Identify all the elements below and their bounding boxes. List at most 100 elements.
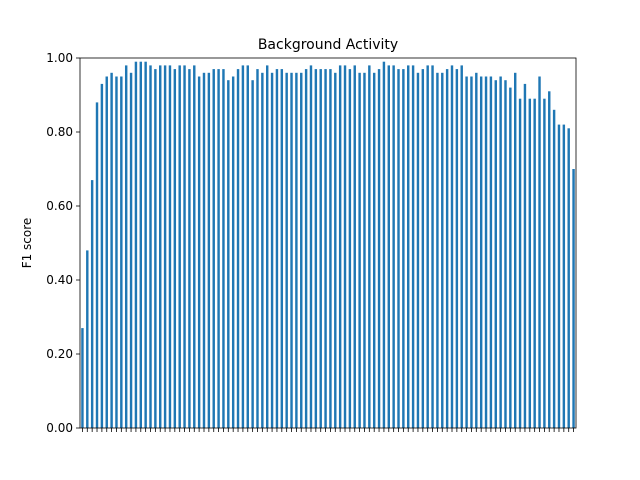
bar	[533, 98, 536, 428]
bar	[202, 72, 206, 429]
bar	[557, 124, 561, 428]
bar	[100, 83, 104, 429]
bar	[124, 65, 128, 429]
bar	[489, 76, 493, 428]
bar	[285, 72, 288, 429]
bar	[256, 69, 259, 428]
bar	[353, 65, 356, 429]
y-tick-label: 0.20	[46, 347, 73, 361]
bar	[270, 72, 274, 429]
bar	[222, 69, 225, 428]
bar	[300, 72, 303, 429]
bar	[295, 72, 298, 429]
bar	[120, 76, 123, 428]
y-axis-label: F1 score	[20, 218, 34, 269]
bar	[139, 61, 142, 428]
bar	[115, 76, 118, 428]
bar	[246, 65, 249, 429]
bar	[445, 69, 449, 428]
y-tick-label: 0.60	[46, 199, 73, 213]
bar	[304, 69, 308, 428]
bar	[411, 65, 415, 429]
chart-title: Background Activity	[258, 37, 398, 53]
bar	[217, 69, 220, 428]
bar	[154, 69, 157, 428]
bar	[266, 65, 269, 429]
bar	[494, 80, 497, 428]
bar	[431, 65, 434, 429]
bar	[397, 69, 400, 428]
bar	[407, 65, 410, 429]
bar	[543, 98, 546, 428]
y-tick-label: 0.40	[46, 273, 73, 287]
bar	[324, 69, 327, 428]
bar	[460, 65, 463, 429]
bar	[183, 65, 186, 429]
bar	[159, 65, 162, 429]
bar	[499, 76, 502, 428]
bar	[392, 65, 395, 429]
bar	[436, 72, 439, 429]
bar	[548, 91, 551, 429]
bar	[552, 109, 556, 429]
bars-group	[81, 61, 575, 429]
bar	[348, 69, 352, 428]
bar	[261, 72, 264, 429]
bar	[86, 250, 89, 428]
plot-frame	[79, 57, 577, 429]
bar	[144, 61, 147, 428]
bar	[465, 76, 468, 428]
bar	[538, 76, 541, 428]
bar	[523, 83, 527, 429]
bar	[372, 72, 376, 429]
bar	[426, 65, 429, 429]
bar	[387, 65, 390, 429]
bar	[567, 128, 570, 429]
bar	[518, 98, 522, 428]
bar	[188, 69, 191, 428]
bar	[382, 61, 386, 428]
bar	[207, 72, 211, 429]
bar	[455, 69, 459, 428]
bar	[81, 328, 84, 428]
bar	[334, 72, 337, 429]
bar	[227, 80, 230, 428]
bar	[95, 102, 99, 429]
bar	[314, 69, 318, 428]
bar	[572, 169, 575, 428]
bar	[441, 72, 444, 429]
y-axis-ticks: 0.00 0.20 0.40 0.60 0.80 1.00	[46, 51, 80, 435]
bar	[363, 72, 366, 429]
bar	[329, 69, 332, 428]
bar	[290, 72, 293, 429]
bar	[475, 72, 478, 429]
bar	[470, 76, 473, 428]
bar	[129, 72, 133, 429]
bar	[343, 65, 347, 429]
bar	[90, 180, 94, 428]
bar	[368, 65, 371, 429]
bar	[319, 69, 322, 428]
bar	[168, 65, 172, 429]
bar	[450, 65, 454, 429]
x-axis-ticks	[82, 428, 574, 432]
bar	[275, 69, 279, 428]
bar	[149, 65, 152, 429]
bar	[416, 72, 420, 429]
bar	[309, 65, 313, 429]
bar	[105, 76, 108, 428]
bar	[421, 69, 425, 428]
bar	[193, 65, 196, 429]
bar	[514, 72, 517, 429]
bar	[163, 65, 167, 429]
bar	[231, 76, 235, 428]
y-tick-label: 1.00	[46, 51, 73, 65]
bar	[212, 69, 215, 428]
bar	[134, 61, 138, 428]
bar	[197, 76, 201, 428]
bar	[338, 65, 342, 429]
bar	[562, 124, 566, 428]
bar	[241, 65, 245, 429]
bar	[173, 69, 177, 428]
